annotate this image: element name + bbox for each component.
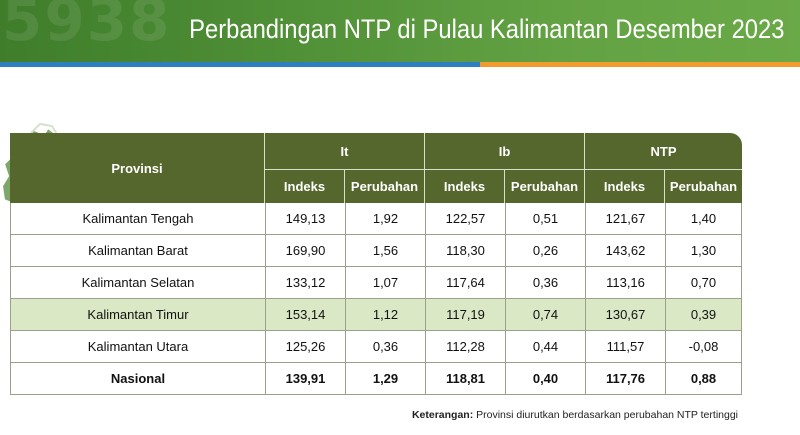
cell-ib-indeks: 112,28 (425, 331, 505, 362)
cell-provinsi: Kalimantan Selatan (81, 275, 195, 290)
cell-ib-perubahan: 0,26 (505, 235, 585, 266)
table-header: Provinsi It Ib NTP Indeks Perubahan Inde… (10, 133, 742, 203)
cell-ntp-perubahan: -0,08 (665, 331, 741, 362)
cell-it-perubahan: 1,56 (345, 235, 425, 266)
cell-it-perubahan: 1,29 (345, 363, 425, 394)
cell-ib-perubahan: 0,44 (505, 331, 585, 362)
table-row-total: Nasional 139,91 1,29 118,81 0,40 117,76 … (11, 363, 741, 395)
table-row: Kalimantan Barat 169,90 1,56 118,30 0,26… (11, 235, 741, 267)
cell-ntp-indeks: 121,67 (585, 203, 665, 234)
cell-provinsi: Nasional (110, 371, 166, 386)
cell-ntp-indeks: 143,62 (585, 235, 665, 266)
page-title: Perbandingan NTP di Pulau Kalimantan Des… (188, 14, 784, 44)
cell-it-indeks: 139,91 (265, 363, 345, 394)
cell-ib-indeks: 118,81 (425, 363, 505, 394)
cell-ib-indeks: 118,30 (425, 235, 505, 266)
header-group-ntp: NTP (584, 133, 742, 169)
cell-ib-perubahan: 0,36 (505, 267, 585, 298)
table-body: Kalimantan Tengah 149,13 1,92 122,57 0,5… (10, 203, 742, 395)
cell-ntp-indeks: 130,67 (585, 299, 665, 330)
footnote-label: Keterangan: (411, 409, 474, 421)
table-row: Kalimantan Utara 125,26 0,36 112,28 0,44… (11, 331, 741, 363)
cell-it-perubahan: 1,12 (345, 299, 425, 330)
header-it-perubahan: Perubahan (344, 170, 424, 203)
header-ib-indeks: Indeks (424, 170, 504, 203)
title-banner: 5938 Perbandingan NTP di Pulau Kalimanta… (0, 0, 800, 62)
cell-ib-indeks: 117,19 (425, 299, 505, 330)
footnote: Keterangan: Provinsi diurutkan berdasark… (412, 409, 738, 421)
cell-ib-perubahan: 0,74 (505, 299, 585, 330)
accent-bar-blue (0, 62, 480, 67)
cell-ntp-indeks: 111,57 (585, 331, 665, 362)
header-group-ib: Ib (424, 133, 584, 169)
cell-ntp-perubahan: 1,30 (665, 235, 741, 266)
footnote-text: Provinsi diurutkan berdasarkan perubahan… (476, 409, 738, 421)
cell-it-indeks: 133,12 (265, 267, 345, 298)
cell-ib-indeks: 117,64 (425, 267, 505, 298)
cell-provinsi: Kalimantan Timur (87, 307, 189, 322)
cell-it-perubahan: 1,92 (345, 203, 425, 234)
cell-it-indeks: 169,90 (265, 235, 345, 266)
header-group-it: It (264, 133, 424, 169)
cell-ntp-perubahan: 0,70 (665, 267, 741, 298)
table-row-highlighted: Kalimantan Timur 153,14 1,12 117,19 0,74… (11, 299, 741, 331)
header-provinsi: Provinsi (111, 160, 163, 176)
cell-it-indeks: 125,26 (265, 331, 345, 362)
table-row: Kalimantan Selatan 133,12 1,07 117,64 0,… (11, 267, 741, 299)
header-ntp-indeks: Indeks (584, 170, 664, 203)
cell-ib-perubahan: 0,40 (505, 363, 585, 394)
cell-it-perubahan: 0,36 (345, 331, 425, 362)
cell-provinsi: Kalimantan Utara (87, 339, 189, 354)
cell-ntp-perubahan: 0,88 (665, 363, 741, 394)
table-row: Kalimantan Tengah 149,13 1,92 122,57 0,5… (11, 203, 741, 235)
cell-provinsi: Kalimantan Tengah (82, 211, 194, 226)
cell-it-indeks: 153,14 (265, 299, 345, 330)
cell-ntp-indeks: 113,16 (585, 267, 665, 298)
cell-provinsi: Kalimantan Barat (88, 243, 188, 258)
accent-bar-orange (480, 62, 800, 67)
header-ntp-perubahan: Perubahan (664, 170, 742, 203)
cell-ib-indeks: 122,57 (425, 203, 505, 234)
header-it-indeks: Indeks (264, 170, 344, 203)
ntp-table: Provinsi It Ib NTP Indeks Perubahan Inde… (10, 133, 742, 395)
header-ib-perubahan: Perubahan (504, 170, 584, 203)
cell-ntp-perubahan: 0,39 (665, 299, 741, 330)
cell-it-perubahan: 1,07 (345, 267, 425, 298)
cell-ntp-indeks: 117,76 (585, 363, 665, 394)
cell-it-indeks: 149,13 (265, 203, 345, 234)
cell-ib-perubahan: 0,51 (505, 203, 585, 234)
cell-ntp-perubahan: 1,40 (665, 203, 741, 234)
decorative-digits: 5938 (2, 0, 172, 54)
